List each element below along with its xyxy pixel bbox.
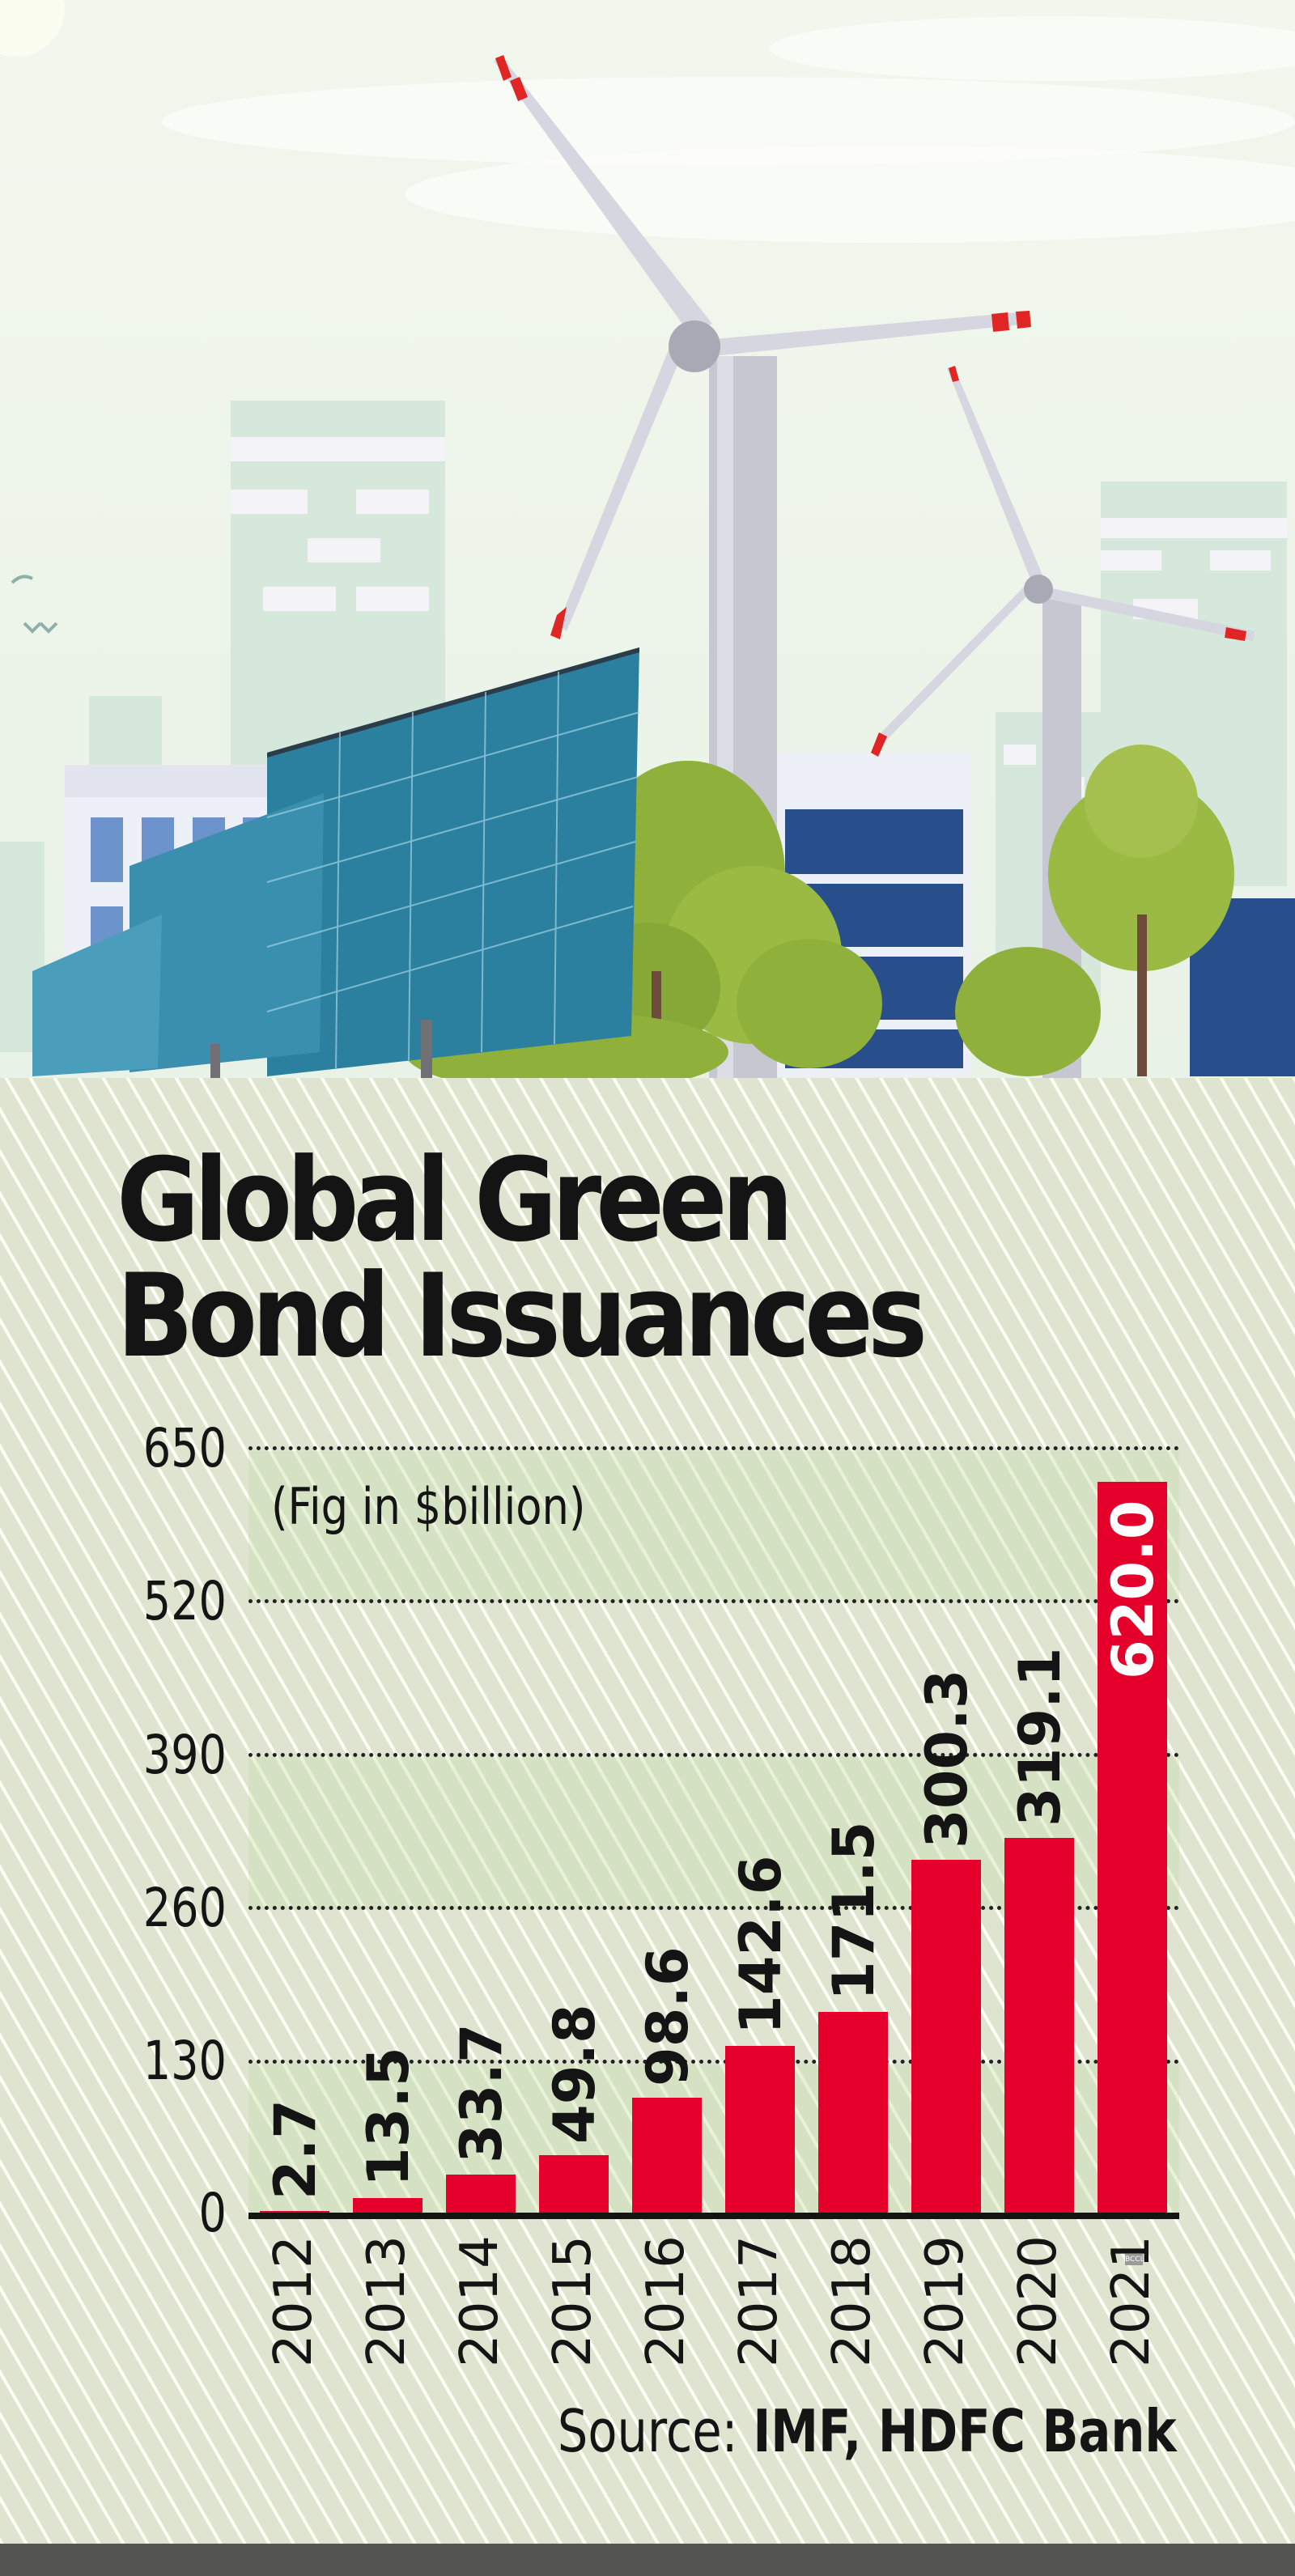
x-tick: 2012 — [264, 2235, 324, 2367]
source-names: IMF, HDFC Bank — [753, 2397, 1177, 2465]
gridline — [248, 1753, 1179, 1757]
bar-2016 — [632, 2098, 702, 2214]
value-label: 33.7 — [448, 2023, 515, 2163]
y-tick: 650 — [142, 1417, 227, 1479]
hero-illustration — [0, 0, 1295, 1078]
gridline — [248, 1446, 1179, 1450]
gridline — [248, 1599, 1179, 1603]
x-tick: 2013 — [357, 2235, 417, 2367]
x-tick: 2020 — [1008, 2235, 1068, 2367]
x-tick: 2017 — [729, 2235, 789, 2367]
x-tick: 2014 — [450, 2235, 510, 2367]
bar-2017 — [725, 2046, 795, 2214]
value-label: 98.6 — [635, 1946, 701, 2086]
value-label: 2.7 — [262, 2099, 329, 2200]
bar-2020 — [1004, 1838, 1074, 2214]
value-label: 319.1 — [1007, 1647, 1073, 1827]
x-tick: 2018 — [822, 2235, 882, 2367]
value-label: 142.6 — [728, 1855, 794, 2035]
value-label: 300.3 — [914, 1669, 980, 1848]
chart-panel — [0, 1078, 1295, 2544]
unit-note: (Fig in $billion) — [271, 1477, 586, 1536]
bar-2014 — [446, 2175, 516, 2214]
bar-2019 — [911, 1860, 981, 2214]
bar-2021 — [1098, 1482, 1167, 2214]
bar-2018 — [818, 2012, 888, 2214]
gridline — [248, 2060, 1179, 2064]
value-label: 171.5 — [821, 1821, 887, 2001]
footer-bar — [0, 2544, 1295, 2576]
gridline — [248, 1906, 1179, 1910]
bar-2015 — [539, 2155, 609, 2214]
bar-2013 — [353, 2198, 422, 2214]
y-tick: 390 — [142, 1724, 227, 1786]
value-label: 13.5 — [355, 2047, 422, 2187]
watermark: BCCL — [1125, 2254, 1144, 2265]
x-tick: 2015 — [543, 2235, 603, 2367]
y-tick: 260 — [142, 1877, 227, 1939]
title-line-2: Bond Issuances — [117, 1250, 928, 1383]
y-tick: 0 — [198, 2182, 227, 2244]
value-label: 49.8 — [541, 2004, 608, 2144]
chart-title: Global Green Bond Issuances — [117, 1134, 928, 1383]
x-axis-line — [248, 2213, 1179, 2219]
title-line-1: Global Green — [117, 1134, 794, 1267]
x-tick: 2019 — [915, 2235, 975, 2367]
value-label: 620.0 — [1100, 1500, 1166, 1679]
x-tick: 2016 — [636, 2235, 696, 2367]
y-tick: 520 — [142, 1570, 227, 1632]
source-note: Source: IMF, HDFC Bank — [558, 2397, 1177, 2465]
grid-band — [248, 1451, 1179, 1601]
renewable-energy-scene-icon — [0, 0, 1295, 1078]
y-tick: 130 — [142, 2030, 227, 2092]
source-prefix: Source: — [558, 2397, 738, 2465]
